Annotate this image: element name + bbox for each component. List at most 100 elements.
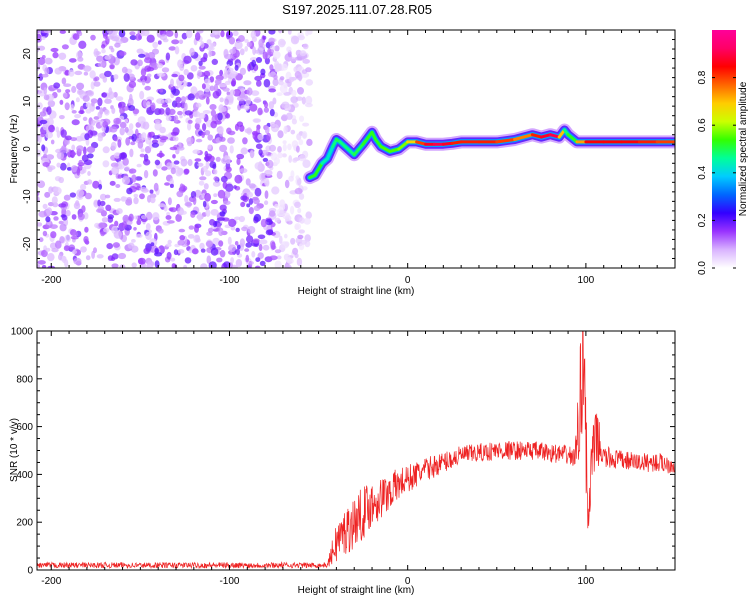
noise-blob xyxy=(66,167,73,171)
noise-blob xyxy=(173,115,179,123)
colorbar: 0.0 0.2 0.4 0.6 0.8 Normalized spectral ampl… xyxy=(697,30,749,275)
noise-blob xyxy=(255,80,262,87)
noise-blob xyxy=(69,192,77,198)
noise-blob xyxy=(47,253,55,262)
noise-blob xyxy=(202,110,211,114)
noise-blob xyxy=(129,35,137,41)
noise-blob xyxy=(235,259,243,267)
noise-blob xyxy=(276,255,282,260)
noise-blob xyxy=(284,179,290,189)
noise-blob xyxy=(305,67,312,73)
noise-blob xyxy=(288,57,298,62)
noise-blob xyxy=(104,194,111,199)
noise-blob xyxy=(78,110,85,115)
noise-blob xyxy=(258,38,264,48)
noise-blob xyxy=(277,130,284,139)
noise-blob xyxy=(228,36,236,45)
noise-blob xyxy=(39,119,48,125)
noise-blob xyxy=(53,82,61,89)
noise-blob xyxy=(199,242,205,250)
noise-blob xyxy=(234,241,239,246)
noise-blob xyxy=(110,141,117,151)
noise-blob xyxy=(206,39,212,45)
noise-blob xyxy=(101,217,109,223)
noise-blob xyxy=(224,70,232,78)
noise-blob xyxy=(171,73,178,78)
noise-blob xyxy=(68,69,75,77)
noise-blob xyxy=(84,192,92,200)
noise-blob xyxy=(236,157,241,166)
noise-blob xyxy=(267,48,272,56)
noise-blob xyxy=(205,240,213,248)
noise-blob xyxy=(71,119,80,126)
noise-blob xyxy=(169,183,174,188)
noise-blob xyxy=(146,261,154,268)
noise-blob xyxy=(286,46,292,53)
noise-blob xyxy=(204,192,212,202)
noise-blob xyxy=(259,239,268,245)
noise-blob xyxy=(133,197,139,205)
noise-blob xyxy=(253,205,261,212)
noise-blob xyxy=(85,255,91,261)
noise-blob xyxy=(306,138,313,146)
noise-blob xyxy=(107,35,114,40)
noise-blob xyxy=(159,34,168,41)
noise-blob xyxy=(198,112,206,120)
noise-blob xyxy=(225,155,231,164)
noise-blob xyxy=(141,132,147,141)
noise-blob xyxy=(82,116,88,121)
noise-blob xyxy=(100,231,105,237)
noise-blob xyxy=(85,108,92,114)
noise-blob xyxy=(76,145,84,152)
noise-blob xyxy=(222,181,228,189)
noise-blob xyxy=(157,228,164,234)
noise-blob xyxy=(78,159,83,165)
noise-blob xyxy=(194,161,200,169)
noise-blob xyxy=(188,225,195,230)
noise-blob xyxy=(112,242,120,248)
noise-blob xyxy=(227,137,235,144)
ridge-segment xyxy=(361,130,374,146)
noise-blob xyxy=(101,49,106,54)
noise-blob xyxy=(37,30,41,34)
noise-blob xyxy=(42,162,50,167)
noise-blob xyxy=(163,204,168,212)
noise-blob xyxy=(209,85,215,92)
noise-blob xyxy=(210,199,218,205)
noise-blob xyxy=(111,166,120,176)
noise-blob xyxy=(105,204,112,211)
noise-blob xyxy=(263,78,271,88)
noise-blob xyxy=(205,170,212,177)
noise-blob xyxy=(53,216,59,221)
spectrogram-ytick-label: -20 xyxy=(22,237,33,252)
noise-blob xyxy=(126,197,132,204)
noise-blob xyxy=(37,45,46,51)
noise-blob xyxy=(49,224,58,230)
noise-blob xyxy=(113,152,121,159)
noise-blob xyxy=(74,114,82,119)
noise-blob xyxy=(240,147,248,155)
noise-blob xyxy=(37,57,46,66)
ridge-segment xyxy=(352,142,365,157)
noise-blob xyxy=(245,254,250,263)
noise-blob xyxy=(74,70,83,76)
noise-blob xyxy=(216,222,221,230)
noise-blob xyxy=(104,70,112,78)
noise-blob xyxy=(58,253,63,261)
noise-blob xyxy=(212,91,220,99)
noise-blob xyxy=(302,58,311,64)
noise-blob xyxy=(282,153,287,158)
noise-blob xyxy=(282,140,287,145)
noise-blob xyxy=(298,229,306,234)
noise-blob xyxy=(203,155,211,161)
noise-blob xyxy=(65,135,72,141)
noise-blob xyxy=(169,146,178,151)
noise-blob xyxy=(70,137,77,142)
noise-blob xyxy=(229,48,237,55)
noise-blob xyxy=(101,92,107,98)
noise-blob xyxy=(139,90,145,100)
noise-blob xyxy=(268,88,277,93)
noise-blob xyxy=(184,202,193,207)
noise-blob xyxy=(194,158,202,162)
